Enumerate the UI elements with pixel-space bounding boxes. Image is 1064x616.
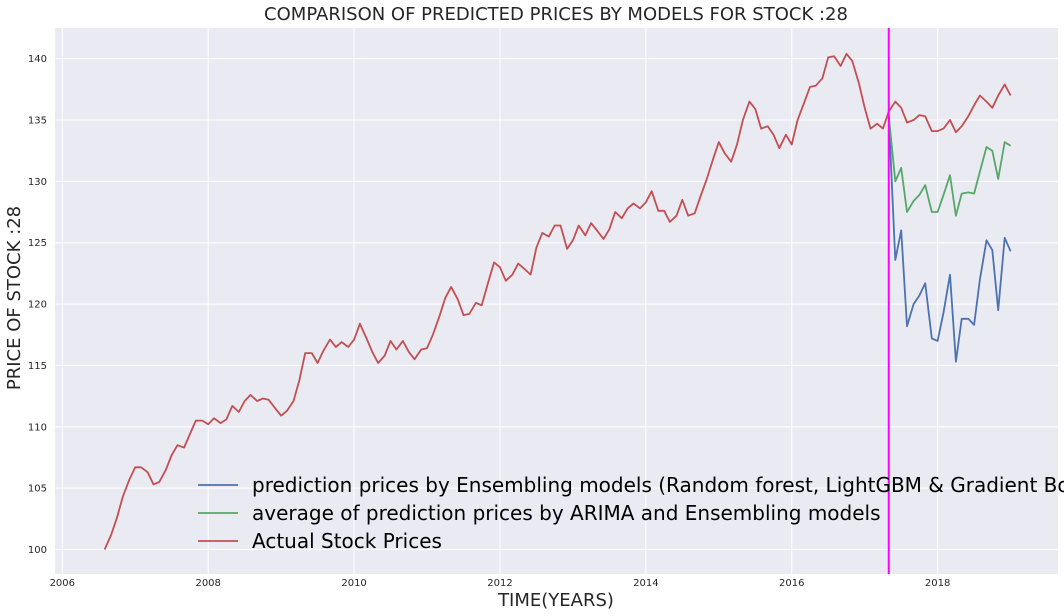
x-tick-labels: 2006 2008 2010 2012 2014 2016 2018 (50, 578, 951, 589)
y-tick-label: 115 (28, 361, 47, 372)
legend-label: Actual Stock Prices (252, 529, 442, 553)
legend-label: prediction prices by Ensembling models (… (252, 473, 1064, 497)
y-tick-label: 120 (28, 300, 47, 311)
series-line-1 (887, 116, 1012, 217)
y-tick-label: 125 (28, 238, 47, 249)
x-tick-label: 2008 (195, 578, 220, 589)
y-tick-labels: 100 105 110 115 120 125 130 135 140 (28, 54, 47, 556)
x-tick-label: 2018 (925, 578, 950, 589)
y-tick-label: 135 (28, 116, 47, 127)
plot-background (55, 28, 1058, 574)
x-tick-label: 2006 (50, 578, 75, 589)
legend: prediction prices by Ensembling models (… (198, 473, 1064, 553)
series-layer (103, 52, 1012, 550)
y-tick-label: 130 (28, 177, 47, 188)
x-tick-label: 2016 (779, 578, 804, 589)
legend-label: average of prediction prices by ARIMA an… (252, 501, 881, 525)
series-line-2 (103, 52, 1012, 550)
x-tick-label: 2014 (633, 578, 658, 589)
x-axis-label: TIME(YEARS) (497, 590, 614, 611)
chart-title: COMPARISON OF PREDICTED PRICES BY MODELS… (264, 4, 848, 25)
y-tick-label: 105 (28, 484, 47, 495)
y-tick-label: 110 (28, 422, 47, 433)
series-line-0 (887, 116, 1012, 363)
x-tick-label: 2010 (341, 578, 366, 589)
x-tick-label: 2012 (487, 578, 512, 589)
y-tick-label: 100 (28, 545, 47, 556)
y-axis-label: PRICE OF STOCK :28 (4, 206, 25, 390)
y-tick-label: 140 (28, 54, 47, 65)
grid (55, 28, 1058, 574)
